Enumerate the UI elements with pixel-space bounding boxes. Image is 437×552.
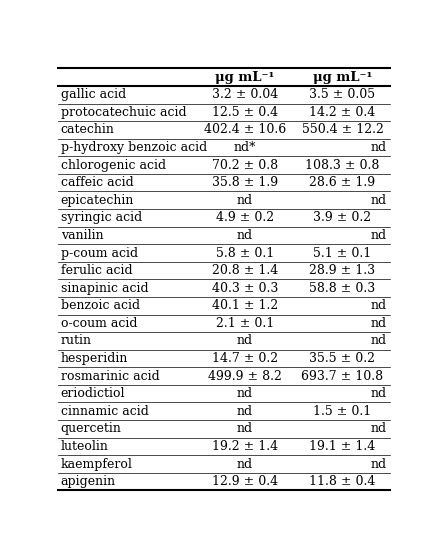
Text: μg mL⁻¹: μg mL⁻¹ bbox=[313, 71, 372, 84]
Text: 550.4 ± 12.2: 550.4 ± 12.2 bbox=[302, 124, 383, 136]
Text: μg mL⁻¹: μg mL⁻¹ bbox=[215, 71, 275, 84]
Text: nd: nd bbox=[237, 194, 253, 207]
Text: ferulic acid: ferulic acid bbox=[61, 264, 132, 277]
Text: protocatechuic acid: protocatechuic acid bbox=[61, 106, 186, 119]
Text: chlorogenic acid: chlorogenic acid bbox=[61, 158, 166, 172]
Text: syringic acid: syringic acid bbox=[61, 211, 142, 224]
Text: 70.2 ± 0.8: 70.2 ± 0.8 bbox=[212, 158, 278, 172]
Text: cinnamic acid: cinnamic acid bbox=[61, 405, 149, 418]
Text: rosmarinic acid: rosmarinic acid bbox=[61, 370, 160, 383]
Text: gallic acid: gallic acid bbox=[61, 88, 126, 101]
Text: nd: nd bbox=[237, 335, 253, 347]
Text: 14.2 ± 0.4: 14.2 ± 0.4 bbox=[309, 106, 376, 119]
Text: apigenin: apigenin bbox=[61, 475, 116, 488]
Text: 20.8 ± 1.4: 20.8 ± 1.4 bbox=[212, 264, 278, 277]
Text: nd: nd bbox=[237, 229, 253, 242]
Text: nd: nd bbox=[237, 458, 253, 470]
Text: nd: nd bbox=[371, 335, 386, 347]
Text: quercetin: quercetin bbox=[61, 422, 121, 436]
Text: eriodictiol: eriodictiol bbox=[61, 387, 125, 400]
Text: nd: nd bbox=[371, 387, 386, 400]
Text: luteolin: luteolin bbox=[61, 440, 109, 453]
Text: 19.2 ± 1.4: 19.2 ± 1.4 bbox=[212, 440, 278, 453]
Text: 12.9 ± 0.4: 12.9 ± 0.4 bbox=[212, 475, 278, 488]
Text: o-coum acid: o-coum acid bbox=[61, 317, 137, 330]
Text: 14.7 ± 0.2: 14.7 ± 0.2 bbox=[212, 352, 278, 365]
Text: 2.1 ± 0.1: 2.1 ± 0.1 bbox=[216, 317, 274, 330]
Text: 1.5 ± 0.1: 1.5 ± 0.1 bbox=[313, 405, 371, 418]
Text: 693.7 ± 10.8: 693.7 ± 10.8 bbox=[302, 370, 384, 383]
Text: benzoic acid: benzoic acid bbox=[61, 299, 140, 312]
Text: 28.9 ± 1.3: 28.9 ± 1.3 bbox=[309, 264, 375, 277]
Text: epicatechin: epicatechin bbox=[61, 194, 134, 207]
Text: p-coum acid: p-coum acid bbox=[61, 247, 138, 259]
Text: 4.9 ± 0.2: 4.9 ± 0.2 bbox=[216, 211, 274, 224]
Text: nd: nd bbox=[371, 229, 386, 242]
Text: 35.8 ± 1.9: 35.8 ± 1.9 bbox=[212, 176, 278, 189]
Text: 12.5 ± 0.4: 12.5 ± 0.4 bbox=[212, 106, 278, 119]
Text: 3.5 ± 0.05: 3.5 ± 0.05 bbox=[309, 88, 375, 101]
Text: nd: nd bbox=[237, 422, 253, 436]
Text: nd: nd bbox=[371, 194, 386, 207]
Text: caffeic acid: caffeic acid bbox=[61, 176, 133, 189]
Text: hesperidin: hesperidin bbox=[61, 352, 128, 365]
Text: 3.2 ± 0.04: 3.2 ± 0.04 bbox=[212, 88, 278, 101]
Text: 108.3 ± 0.8: 108.3 ± 0.8 bbox=[305, 158, 380, 172]
Text: 5.8 ± 0.1: 5.8 ± 0.1 bbox=[216, 247, 274, 259]
Text: 499.9 ± 8.2: 499.9 ± 8.2 bbox=[208, 370, 282, 383]
Text: nd: nd bbox=[371, 422, 386, 436]
Text: 28.6 ± 1.9: 28.6 ± 1.9 bbox=[309, 176, 375, 189]
Text: 11.8 ± 0.4: 11.8 ± 0.4 bbox=[309, 475, 376, 488]
Text: nd: nd bbox=[237, 405, 253, 418]
Text: rutin: rutin bbox=[61, 335, 92, 347]
Text: nd: nd bbox=[371, 317, 386, 330]
Text: nd: nd bbox=[371, 299, 386, 312]
Text: 40.1 ± 1.2: 40.1 ± 1.2 bbox=[212, 299, 278, 312]
Text: 40.3 ± 0.3: 40.3 ± 0.3 bbox=[212, 282, 278, 295]
Text: nd: nd bbox=[371, 141, 386, 154]
Text: 35.5 ± 0.2: 35.5 ± 0.2 bbox=[309, 352, 375, 365]
Text: 402.4 ± 10.6: 402.4 ± 10.6 bbox=[204, 124, 286, 136]
Text: nd: nd bbox=[237, 387, 253, 400]
Text: 19.1 ± 1.4: 19.1 ± 1.4 bbox=[309, 440, 376, 453]
Text: nd: nd bbox=[371, 458, 386, 470]
Text: kaempferol: kaempferol bbox=[61, 458, 132, 470]
Text: 5.1 ± 0.1: 5.1 ± 0.1 bbox=[313, 247, 371, 259]
Text: vanilin: vanilin bbox=[61, 229, 103, 242]
Text: sinapinic acid: sinapinic acid bbox=[61, 282, 148, 295]
Text: catechin: catechin bbox=[61, 124, 114, 136]
Text: nd*: nd* bbox=[234, 141, 257, 154]
Text: 3.9 ± 0.2: 3.9 ± 0.2 bbox=[313, 211, 371, 224]
Text: p-hydroxy benzoic acid: p-hydroxy benzoic acid bbox=[61, 141, 207, 154]
Text: 58.8 ± 0.3: 58.8 ± 0.3 bbox=[309, 282, 376, 295]
